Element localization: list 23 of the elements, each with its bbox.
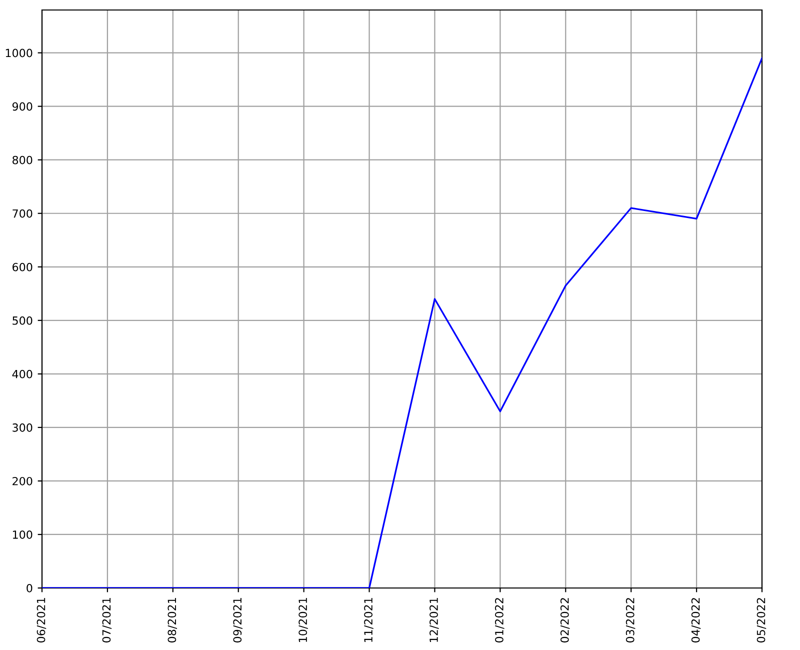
- x-tick-label: 02/2022: [560, 598, 570, 642]
- x-tick-label: 12/2021: [430, 598, 439, 642]
- x-tick-label: 01/2022: [495, 598, 504, 642]
- y-tick-label: 400: [12, 370, 32, 378]
- y-tick-label: 100: [12, 530, 32, 539]
- y-tick-label: 500: [12, 316, 32, 325]
- x-tick-label: 06/2021: [36, 598, 46, 642]
- y-tick-label: 0: [26, 584, 32, 592]
- x-tick-label: 10/2021: [298, 598, 308, 642]
- x-tick-label: 04/2022: [691, 598, 701, 642]
- x-tick-label: 03/2022: [626, 598, 636, 642]
- y-tick-label: 700: [12, 209, 32, 218]
- y-tick-label: 300: [12, 423, 32, 432]
- x-tick-label: 11/2021: [364, 598, 374, 642]
- y-tick-label: 900: [12, 102, 32, 111]
- y-tick-label: 800: [12, 156, 32, 164]
- x-tick-label: 07/2021: [102, 598, 112, 642]
- x-tick-label: 05/2022: [756, 598, 766, 642]
- x-tick-label: 09/2021: [233, 598, 242, 642]
- y-tick-label: 600: [12, 262, 32, 272]
- y-tick-label: 1000: [6, 48, 32, 58]
- y-tick-label: 200: [12, 476, 32, 486]
- x-tick-label: 08/2021: [168, 598, 178, 642]
